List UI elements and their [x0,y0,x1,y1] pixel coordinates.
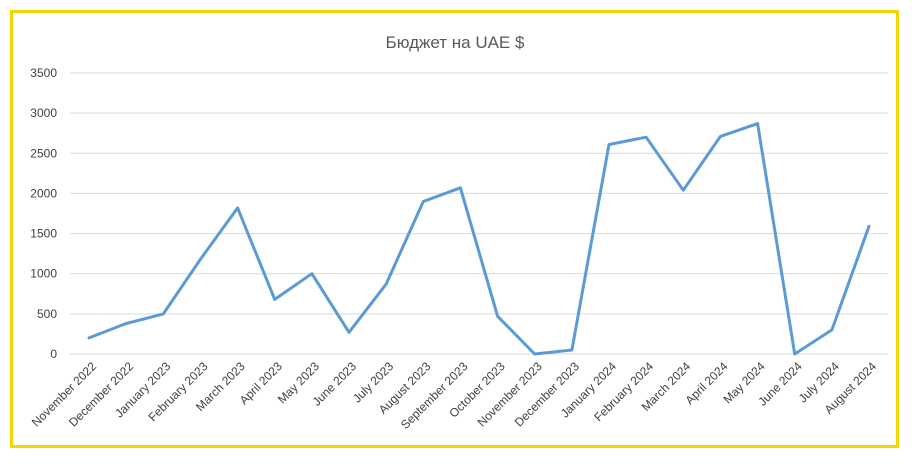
y-axis-ticks: 0 500 1000 1500 2000 2500 3000 3500 [30,66,57,361]
x-tick-label: November 2022 [29,359,100,430]
gridlines [70,72,888,355]
y-tick-label: 500 [37,307,57,321]
x-tick-label: December 2022 [66,359,137,430]
y-tick-label: 0 [50,347,57,361]
series-line-0 [87,122,871,356]
y-tick-label: 3500 [30,66,57,80]
y-tick-label: 2500 [30,146,57,160]
chart-frame [10,10,899,448]
x-tick-label: September 2023 [398,359,471,432]
y-tick-label: 1000 [30,267,57,281]
chart-title: Бюджет на UAE $ [386,33,525,52]
x-tick-label: December 2023 [512,359,583,430]
series-layer [87,122,871,356]
y-tick-label: 3000 [30,106,57,120]
x-tick-label: November 2023 [475,359,546,430]
y-tick-label: 2000 [30,186,57,200]
y-tick-label: 1500 [30,227,57,241]
